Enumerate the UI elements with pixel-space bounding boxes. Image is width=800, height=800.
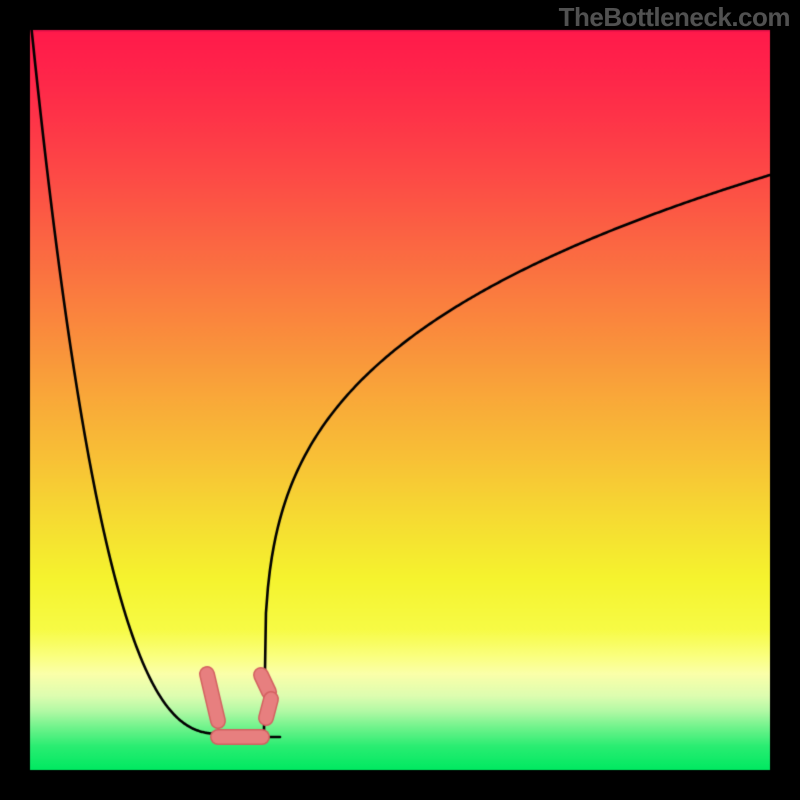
watermark-text: TheBottleneck.com bbox=[559, 2, 790, 33]
bottleneck-chart bbox=[0, 0, 800, 800]
